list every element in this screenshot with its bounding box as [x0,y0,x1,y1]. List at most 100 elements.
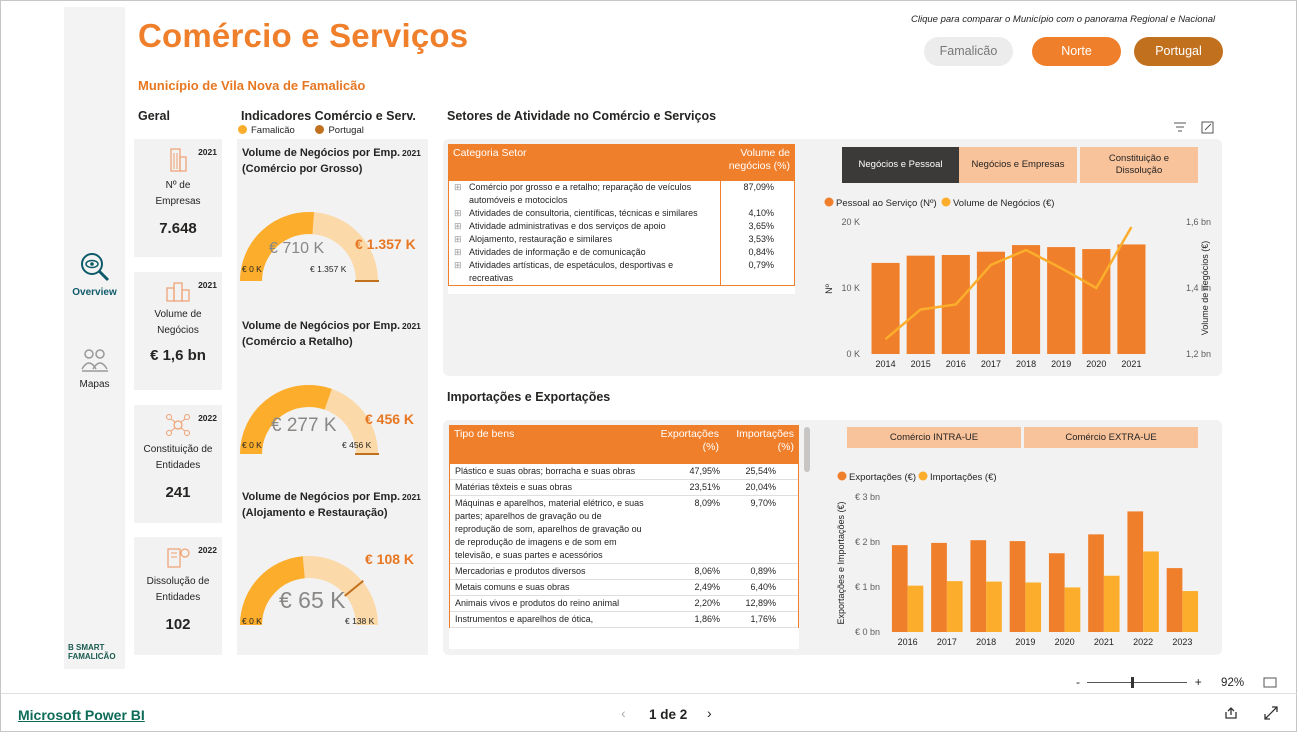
kpi-year: 2021 [198,280,217,290]
expand-icon[interactable]: ⊞ [454,247,462,257]
table-cell-value: 87,09% [743,182,774,192]
footer-divider [1,693,1297,694]
table-row[interactable]: Mercadorias e produtos diversos 8,06% 0,89… [450,564,798,580]
table-cell-imports: 12,89% [745,598,776,608]
norte-button[interactable]: Norte [1032,37,1121,66]
expand-icon[interactable]: ⊞ [454,221,462,231]
nav-item-mapas[interactable]: Mapas [64,347,125,390]
bsmart-logo: B SMART FAMALICÃO [68,643,116,661]
fullscreen-icon[interactable] [1264,706,1278,720]
bar-exportacoes [1048,553,1065,632]
table-row[interactable]: Metais comuns e suas obras 2,49% 6,40% [450,580,798,596]
y-tick-label: 10 K [841,283,860,293]
x-tick-label: 2018 [1016,359,1036,369]
nav-item-overview[interactable]: Overview [64,251,125,298]
table-row[interactable]: Máquinas e aparelhos, material elétrico,… [450,496,798,564]
gauge-title: Volume de Negócios por Emp. (Alojamento … [242,491,401,519]
zoom-slider[interactable] [1087,677,1188,689]
column-header-tipo[interactable]: Tipo de bens [449,425,649,464]
x-tick-label: 2023 [1172,637,1192,647]
column-header-exportacoes[interactable]: Exportações (%) [649,425,724,464]
table-cell-value: 0,79% [748,260,774,270]
table-row[interactable]: Plástico e suas obras; borracha e suas o… [450,464,798,480]
geral-title: Geral [138,109,170,123]
y-axis-label: Exportações e Importações (€) [836,501,846,624]
table-row[interactable]: Instrumentos e aparelhos de ótica, 1,86% 1… [450,612,798,628]
table-row[interactable]: ⊞ Alojamento, restauração e similares 3,53… [449,233,794,246]
gauge-year: 2021 [402,321,421,331]
y-right-tick-label: 1,6 bn [1186,217,1211,227]
tab-negocios-pessoal[interactable]: Negócios e Pessoal [842,147,959,183]
fit-page-icon[interactable] [1263,677,1277,688]
bar-pessoal [1047,247,1076,354]
famalicao-button[interactable]: Famalicão [924,37,1013,66]
y-tick-label: 20 K [841,217,860,227]
tab-negocios-empresas[interactable]: Negócios e Empresas [959,147,1077,183]
kpi-card-volume: 2021 Volume de Negócios € 1,6 bn [134,272,222,390]
x-tick-label: 2020 [1055,637,1075,647]
table-row[interactable]: Matérias têxteis e suas obras 23,51% 20,04… [450,480,798,496]
setores-table: Categoria Setor Volume de negócios (%) ⊞… [448,144,795,294]
expand-icon[interactable]: ⊞ [454,182,462,192]
table-cell-type: Instrumentos e aparelhos de ótica, [455,614,594,624]
x-tick-label: 2016 [946,359,966,369]
expand-icon[interactable]: ⊞ [454,208,462,218]
bar-importacoes [1143,551,1159,632]
kpi-card-empresas: 2021 Nº de Empresas 7.648 [134,139,222,257]
gauge-value-arc [240,385,332,455]
page-indicator: 1 de 2 [649,707,688,722]
zoom-slider-thumb[interactable] [1131,677,1135,689]
table-cell-imports: 0,89% [750,566,776,576]
gauge-year: 2021 [402,148,421,158]
tab-constituicao-dissolucao[interactable]: Constituição e Dissolução [1080,147,1198,183]
kpi-card-dissolucao: 2022 Dissolução de Entidades 102 [134,537,222,655]
category-text: Atividades de informação e de comunicaçã… [469,247,646,257]
next-page-icon[interactable]: › [707,705,712,721]
prev-page-icon[interactable]: ‹ [621,705,626,721]
bar-exportacoes [1088,534,1104,632]
bar-importacoes [1182,591,1199,632]
share-icon[interactable] [1224,706,1238,720]
zoom-out-button[interactable]: - [1076,675,1080,689]
gauge-comercio-retalho [240,385,379,455]
table-row[interactable]: ⊞ Comércio por grosso e a retalho; repara… [449,181,794,207]
table-scrollbar[interactable] [804,427,810,472]
column-header-volume[interactable]: Volume de negócios (%) [720,144,795,181]
bar-exportacoes [931,542,947,632]
tab-comercio-intra-ue[interactable]: Comércio INTRA-UE [847,427,1021,448]
gauge-value-label: € 710 K [269,240,325,257]
table-row[interactable]: ⊞ Atividade administrativas e dos serviço… [449,220,794,233]
y-tick-label: 0 K [846,349,860,359]
column-header-categoria[interactable]: Categoria Setor [448,144,720,181]
focus-mode-icon[interactable] [1201,121,1214,134]
table-row[interactable]: ⊞ Atividades artísticas, de espetáculos, … [449,259,794,285]
expand-icon[interactable]: ⊞ [454,234,462,244]
powerbi-link[interactable]: Microsoft Power BI [18,707,145,723]
table-cell-exports: 1,86% [694,614,720,624]
bar-pessoal [1082,249,1111,354]
zoom-level: 92% [1221,677,1245,689]
portugal-button[interactable]: Portugal [1134,37,1223,66]
negocios-pessoal-chart: Pessoal ao Serviço (Nº) Volume de Negócio… [824,197,1211,369]
column-header-importacoes[interactable]: Importações (%) [724,425,799,464]
kpi-label: Nº de Empresas [155,180,201,207]
expand-icon[interactable]: ⊞ [454,260,462,270]
zoom-in-button[interactable]: + [1194,675,1202,689]
table-row[interactable]: ⊞ Atividades de informação e de comunicaç… [449,246,794,259]
table-row[interactable]: Animais vivos e produtos do reino animal… [450,596,798,612]
table-cell-category: ⊞ Atividades de informação e de comunicaç… [449,246,721,259]
filter-icon[interactable] [1173,121,1187,133]
legend-dot-volume [941,197,951,207]
y-axis-label: Nº [824,283,834,293]
bar-importacoes [986,581,1002,632]
table-cell-value: 0,84% [748,247,774,257]
table-cell-value: 4,10% [748,208,774,218]
table-cell-imports: 20,04% [745,482,776,492]
category-text: Comércio por grosso e a retalho; reparaç… [469,182,692,205]
table-row[interactable]: ⊞ Atividades de consultoria, científicas,… [449,207,794,220]
tab-comercio-extra-ue[interactable]: Comércio EXTRA-UE [1024,427,1198,448]
gauge-max-label: € 456 K [342,440,372,450]
portugal-legend-dot [315,125,325,134]
table-cell-type: Máquinas e aparelhos, material elétrico,… [455,498,644,560]
report-canvas: Overview Mapas B SMART FAMALICÃO Comérci… [6,7,1293,669]
